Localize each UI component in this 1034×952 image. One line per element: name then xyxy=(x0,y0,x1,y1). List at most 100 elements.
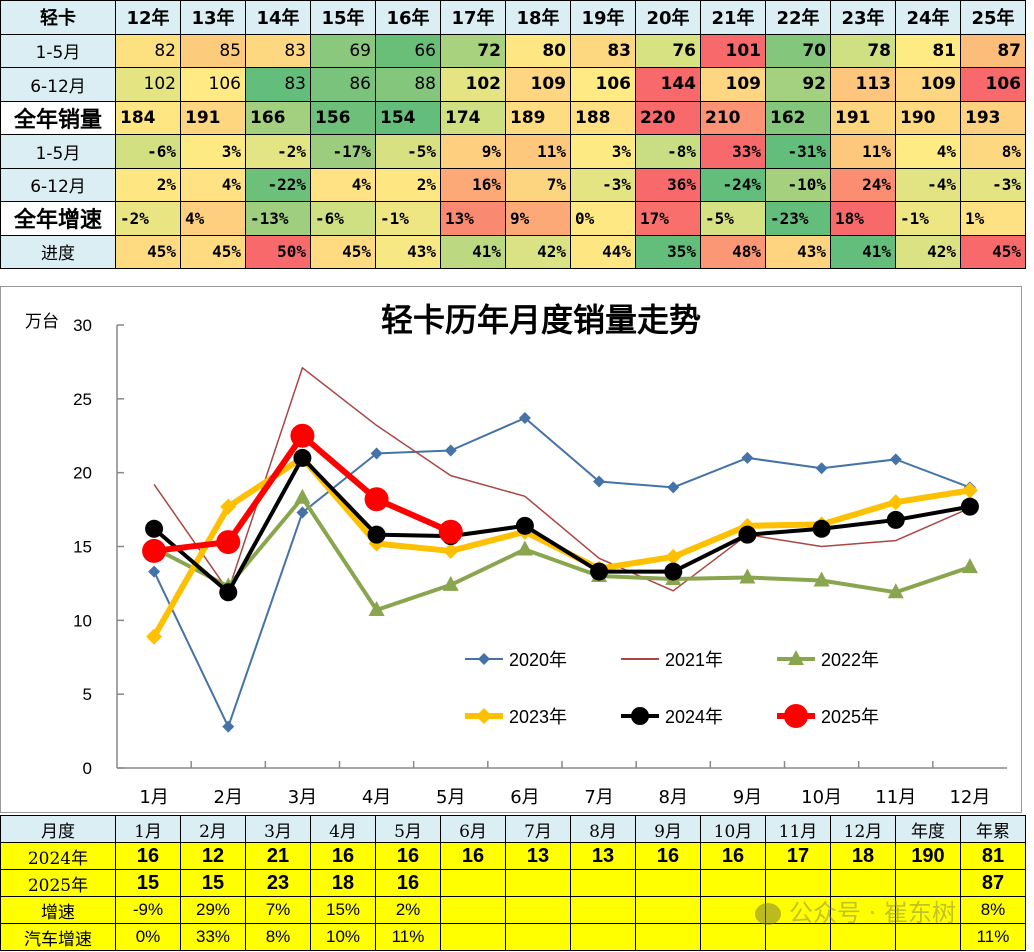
data-cell: 42% xyxy=(895,234,961,269)
data-cell xyxy=(635,923,701,951)
column-header: 年累 xyxy=(960,815,1026,843)
x-tick-label: 12月 xyxy=(949,787,990,808)
data-cell: -5% xyxy=(375,134,441,169)
table-row: 6-12月 102 106 83 86 88 102 109 106 144 109 92 113 109… xyxy=(0,67,1026,102)
data-cell: 9% xyxy=(440,134,506,169)
year-header: 12年 xyxy=(115,0,181,35)
data-cell: 83 xyxy=(245,67,311,102)
data-cell: 15 xyxy=(115,869,181,897)
column-header: 月度 xyxy=(0,815,116,843)
year-header: 13年 xyxy=(180,0,246,35)
legend-label: 2022年 xyxy=(821,650,879,670)
data-cell xyxy=(635,896,701,924)
data-cell: 83 xyxy=(570,33,636,68)
series-line xyxy=(153,367,971,592)
table-row: 增速 -9% 29% 7% 15% 2% 8% xyxy=(0,896,1026,924)
data-cell: 109 xyxy=(505,67,571,102)
year-header: 25年 xyxy=(960,0,1026,35)
monthly-sales-line-chart: 轻卡历年月度销量走势 万台 0 5 10 15 20 25 30 1月 2月 3月 4月 5月 6月 7月 8月… xyxy=(0,286,1022,813)
data-cell: 2% xyxy=(375,896,441,924)
data-cell: 144 xyxy=(635,67,701,102)
series-2025年 xyxy=(142,423,463,563)
data-cell: 13 xyxy=(505,842,571,870)
data-cell: 4% xyxy=(895,134,961,169)
data-cell: -24% xyxy=(700,167,766,202)
data-cell: 16 xyxy=(375,842,441,870)
y-tick-label: 25 xyxy=(73,390,92,409)
year-header: 22年 xyxy=(765,0,831,35)
data-cell xyxy=(895,923,961,951)
data-cell: 162 xyxy=(765,100,831,135)
data-cell: 78 xyxy=(830,33,896,68)
row-label: 6-12月 xyxy=(0,67,116,102)
data-cell: 220 xyxy=(635,100,701,135)
data-cell: 11% xyxy=(375,923,441,951)
data-cell xyxy=(635,869,701,897)
legend-label: 2024年 xyxy=(665,707,723,727)
data-cell: 18 xyxy=(310,869,376,897)
data-cell: 4% xyxy=(180,167,246,202)
data-cell: 24% xyxy=(830,167,896,202)
data-cell: -31% xyxy=(765,134,831,169)
table-row: 2025年 15 15 23 18 16 87 xyxy=(0,869,1026,897)
data-cell: -13% xyxy=(245,201,311,236)
data-cell: 154 xyxy=(375,100,441,135)
data-cell: 41% xyxy=(440,234,506,269)
data-cell: 21 xyxy=(245,842,311,870)
year-header: 14年 xyxy=(245,0,311,35)
data-cell: 15% xyxy=(310,896,376,924)
data-cell: 18 xyxy=(830,842,896,870)
data-cell: 87 xyxy=(960,33,1026,68)
data-cell: 106 xyxy=(570,67,636,102)
data-cell: 191 xyxy=(180,100,246,135)
y-tick-label: 30 xyxy=(73,316,92,335)
data-cell: 11% xyxy=(960,923,1026,951)
data-cell: 17 xyxy=(765,842,831,870)
x-tick-label: 3月 xyxy=(288,787,317,808)
data-cell: 102 xyxy=(440,67,506,102)
data-cell xyxy=(765,896,831,924)
column-header: 9月 xyxy=(635,815,701,843)
data-cell: -22% xyxy=(245,167,311,202)
table-row: 全年销量 184 191 166 156 154 174 189 188 220 210 162 191… xyxy=(0,100,1026,135)
x-tick-label: 4月 xyxy=(362,787,391,808)
data-cell: 76 xyxy=(635,33,701,68)
data-cell: -6% xyxy=(115,134,181,169)
data-cell: 16% xyxy=(440,167,506,202)
data-cell xyxy=(570,896,636,924)
year-header: 24年 xyxy=(895,0,961,35)
data-cell: 12 xyxy=(180,842,246,870)
column-header: 10月 xyxy=(700,815,766,843)
data-cell: 190 xyxy=(895,842,961,870)
data-cell xyxy=(570,923,636,951)
data-cell: 7% xyxy=(505,167,571,202)
data-cell: 50% xyxy=(245,234,311,269)
data-cell: 16 xyxy=(310,842,376,870)
data-cell: 70 xyxy=(765,33,831,68)
data-cell: 17% xyxy=(635,201,701,236)
data-cell: 85 xyxy=(180,33,246,68)
series-line xyxy=(152,455,971,595)
data-cell xyxy=(895,896,961,924)
column-header: 1月 xyxy=(115,815,181,843)
year-header: 19年 xyxy=(570,0,636,35)
data-cell: 4% xyxy=(310,167,376,202)
data-cell: 102 xyxy=(115,67,181,102)
y-tick-label: 5 xyxy=(83,685,92,704)
data-cell: 11% xyxy=(830,134,896,169)
table-row: 6-12月 2% 4% -22% 4% 2% 16% 7% -3% 36% -24% -10% 24% -… xyxy=(0,167,1026,202)
data-cell: 109 xyxy=(700,67,766,102)
table-row: 汽车增速 0% 33% 8% 10% 11% 11% xyxy=(0,923,1026,951)
data-cell: 87 xyxy=(960,869,1026,897)
data-cell: 35% xyxy=(635,234,701,269)
row-label: 进度 xyxy=(0,234,116,269)
data-cell: 16 xyxy=(700,842,766,870)
legend-label: 2023年 xyxy=(509,707,567,727)
column-header: 6月 xyxy=(440,815,506,843)
data-cell: 190 xyxy=(895,100,961,135)
data-cell: -8% xyxy=(635,134,701,169)
legend-item: 2023年 xyxy=(465,707,567,727)
data-cell: 0% xyxy=(115,923,181,951)
y-tick-label: 20 xyxy=(73,464,92,483)
data-cell xyxy=(570,869,636,897)
